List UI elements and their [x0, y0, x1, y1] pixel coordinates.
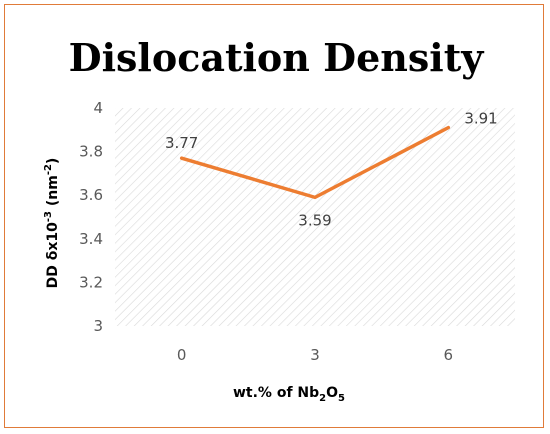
y-tick-label: 4 — [93, 99, 103, 117]
chart-title: Dislocation Density — [69, 35, 485, 80]
series-line-group — [179, 125, 451, 200]
y-axis-ticks: 3 3.2 3.4 3.6 3.8 4 — [79, 99, 103, 335]
data-labels: 3.77 3.59 3.91 — [165, 110, 498, 230]
series-line — [179, 125, 451, 200]
x-tick-label: 0 — [177, 346, 187, 364]
x-axis-ticks: 0 3 6 — [177, 346, 453, 364]
chart-frame: Dislocation Density 3 3.2 3.4 3.6 3.8 4 0 3 6 3… — [4, 4, 544, 428]
plot-area — [115, 108, 515, 326]
y-tick-label: 3.8 — [79, 143, 103, 161]
data-label: 3.91 — [464, 110, 497, 128]
x-tick-label: 3 — [310, 346, 320, 364]
y-tick-label: 3 — [93, 317, 103, 335]
y-axis-title: DD δx10-3 (nm-2) — [43, 158, 61, 289]
y-tick-label: 3.4 — [79, 230, 103, 248]
data-label: 3.77 — [165, 134, 198, 152]
chart-canvas: Dislocation Density 3 3.2 3.4 3.6 3.8 4 0 3 6 3… — [43, 35, 515, 404]
x-tick-label: 6 — [444, 346, 454, 364]
y-tick-label: 3.6 — [79, 186, 103, 204]
y-tick-label: 3.2 — [79, 273, 103, 291]
x-axis-title: wt.% of Nb2O5 — [233, 385, 345, 404]
data-label: 3.59 — [298, 211, 331, 229]
